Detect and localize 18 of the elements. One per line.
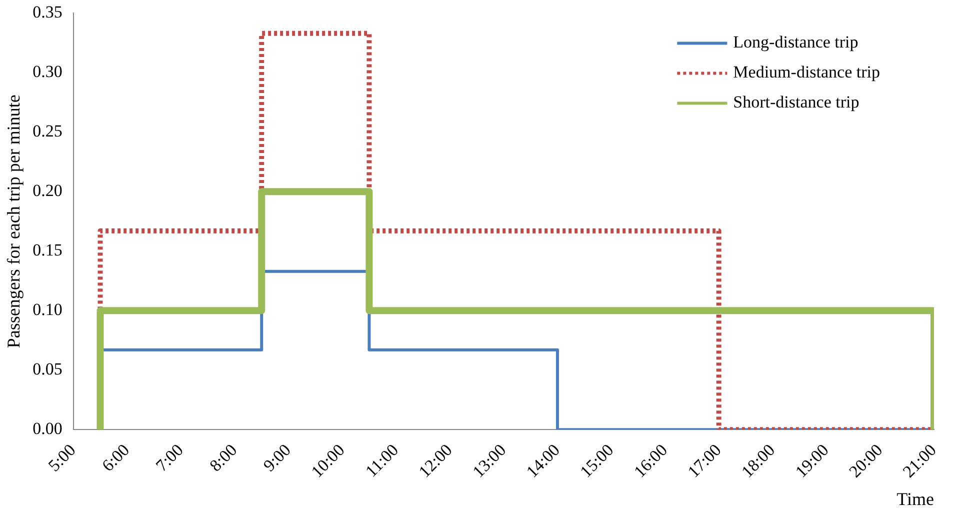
x-tick-label: 9:00 bbox=[260, 440, 294, 476]
y-tick-label: 0.00 bbox=[32, 419, 62, 438]
y-axis-title: Passengers for each trip per minute bbox=[4, 94, 24, 348]
x-axis-title: Time bbox=[896, 488, 934, 509]
y-tick-label: 0.30 bbox=[32, 62, 62, 82]
legend-label: Short-distance trip bbox=[733, 92, 860, 112]
y-tick-label: 0.25 bbox=[32, 122, 62, 141]
x-tick-label: 7:00 bbox=[152, 440, 187, 476]
y-tick-label: 0.15 bbox=[32, 240, 62, 260]
y-tick-label: 0.20 bbox=[32, 181, 62, 200]
y-tick-label: 0.35 bbox=[32, 2, 62, 22]
x-tick-label: 8:00 bbox=[206, 440, 241, 476]
x-tick-label: 5:00 bbox=[44, 440, 80, 476]
x-tick-label: 6:00 bbox=[98, 440, 134, 476]
legend-label: Medium-distance trip bbox=[733, 62, 880, 82]
legend-label: Long-distance trip bbox=[733, 32, 858, 52]
y-tick-label: 0.05 bbox=[32, 360, 62, 379]
y-tick-label: 0.10 bbox=[32, 300, 62, 320]
